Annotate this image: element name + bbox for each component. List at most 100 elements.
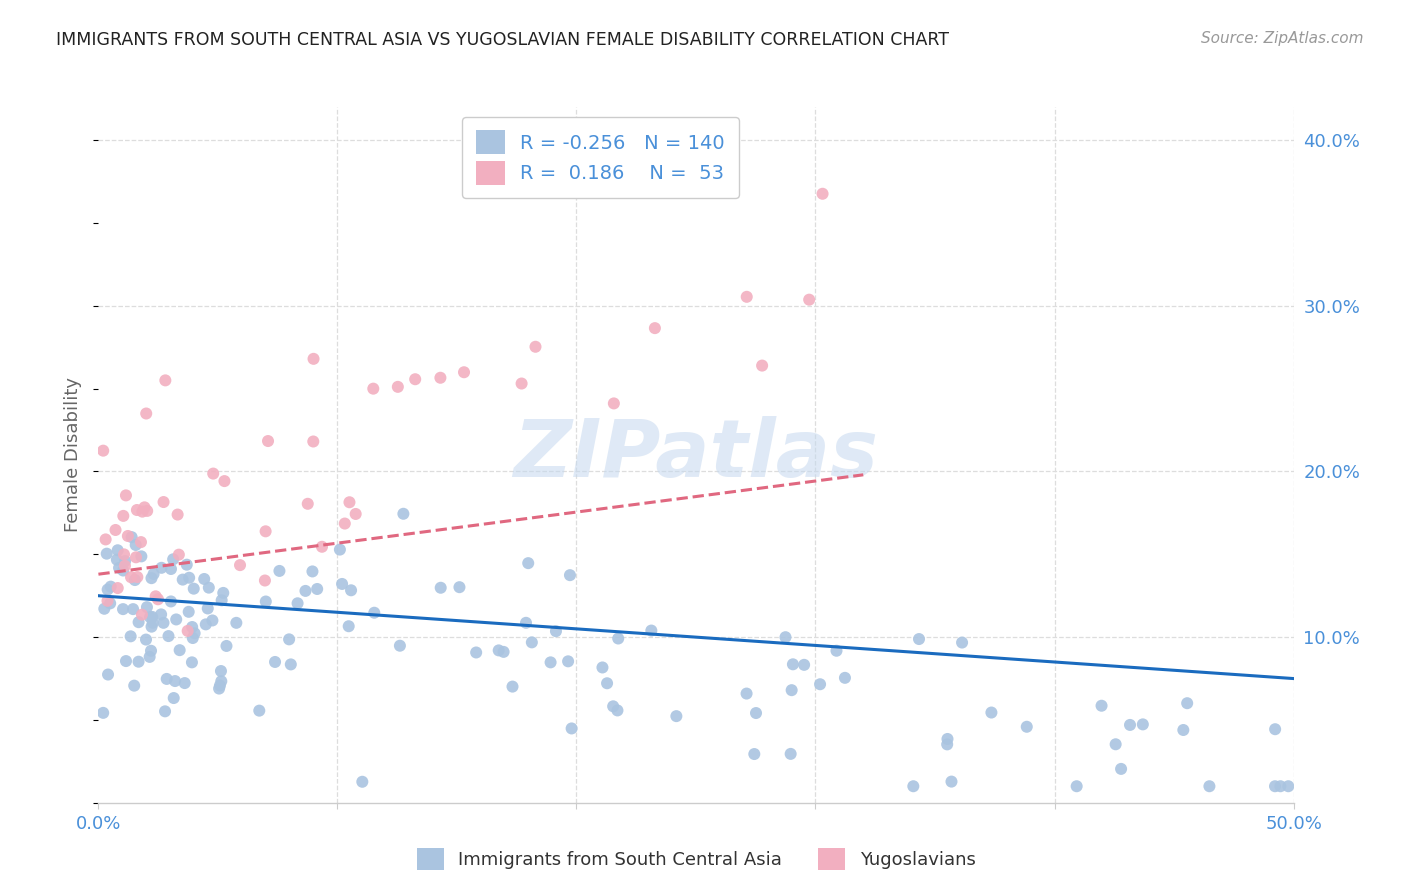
Point	[135, 632, 157, 647]
Point	[1173, 723, 1195, 737]
Point	[363, 606, 385, 620]
Point	[665, 709, 688, 723]
Point	[640, 624, 662, 638]
Point	[1264, 779, 1286, 793]
Point	[215, 639, 238, 653]
Point	[93, 601, 115, 615]
Point	[173, 676, 195, 690]
Point	[202, 467, 225, 481]
Point	[254, 594, 277, 608]
Point	[208, 681, 231, 696]
Point	[193, 572, 215, 586]
Point	[201, 614, 224, 628]
Point	[163, 691, 186, 706]
Point	[212, 586, 235, 600]
Point	[834, 671, 856, 685]
Point	[558, 568, 581, 582]
Point	[142, 566, 165, 581]
Point	[128, 615, 150, 630]
Point	[139, 644, 162, 658]
Point	[163, 674, 186, 689]
Point	[1132, 717, 1154, 731]
Point	[591, 660, 613, 674]
Point	[96, 547, 118, 561]
Point	[1015, 720, 1038, 734]
Point	[153, 704, 176, 718]
Point	[94, 533, 117, 547]
Y-axis label: Female Disability: Female Disability	[65, 377, 83, 533]
Point	[429, 581, 451, 595]
Point	[449, 580, 471, 594]
Point	[311, 540, 333, 554]
Point	[330, 577, 353, 591]
Point	[198, 581, 221, 595]
Point	[125, 538, 148, 552]
Point	[91, 706, 114, 720]
Point	[97, 582, 120, 597]
Point	[524, 340, 547, 354]
Point	[114, 554, 136, 568]
Point	[209, 664, 232, 678]
Point	[363, 382, 385, 396]
Point	[142, 615, 165, 630]
Point	[160, 594, 183, 608]
Point	[172, 573, 194, 587]
Point	[107, 543, 129, 558]
Point	[197, 601, 219, 615]
Point	[135, 407, 157, 421]
Point	[742, 747, 765, 761]
Point	[91, 443, 114, 458]
Point	[131, 607, 153, 622]
Point	[333, 516, 356, 531]
Point	[183, 582, 205, 596]
Point	[936, 731, 959, 746]
Point	[112, 508, 135, 523]
Point	[980, 706, 1002, 720]
Point	[98, 596, 121, 610]
Point	[129, 535, 152, 549]
Point	[502, 680, 524, 694]
Point	[1104, 737, 1126, 751]
Point	[121, 530, 143, 544]
Point	[735, 290, 758, 304]
Point	[214, 474, 236, 488]
Point	[176, 558, 198, 572]
Point	[124, 573, 146, 587]
Point	[278, 632, 301, 647]
Point	[150, 607, 173, 622]
Point	[181, 656, 204, 670]
Point	[603, 396, 626, 410]
Point	[1264, 722, 1286, 736]
Point	[120, 570, 142, 584]
Point	[352, 774, 374, 789]
Point	[492, 645, 515, 659]
Point	[1119, 718, 1142, 732]
Point	[165, 612, 187, 626]
Point	[112, 548, 135, 562]
Point	[329, 542, 352, 557]
Point	[139, 610, 162, 624]
Point	[344, 507, 367, 521]
Point	[1198, 779, 1220, 793]
Point	[429, 370, 451, 384]
Point	[287, 596, 309, 610]
Text: ZIPatlas: ZIPatlas	[513, 416, 879, 494]
Point	[125, 550, 148, 565]
Point	[100, 580, 122, 594]
Point	[169, 643, 191, 657]
Point	[302, 434, 325, 449]
Point	[936, 738, 959, 752]
Point	[177, 605, 200, 619]
Point	[779, 747, 801, 761]
Point	[561, 722, 583, 736]
Point	[307, 582, 329, 596]
Point	[115, 488, 138, 502]
Point	[811, 186, 834, 201]
Point	[465, 645, 488, 659]
Point	[156, 672, 179, 686]
Point	[799, 293, 821, 307]
Point	[105, 552, 128, 566]
Point	[107, 581, 129, 595]
Point	[131, 505, 153, 519]
Point	[1109, 762, 1132, 776]
